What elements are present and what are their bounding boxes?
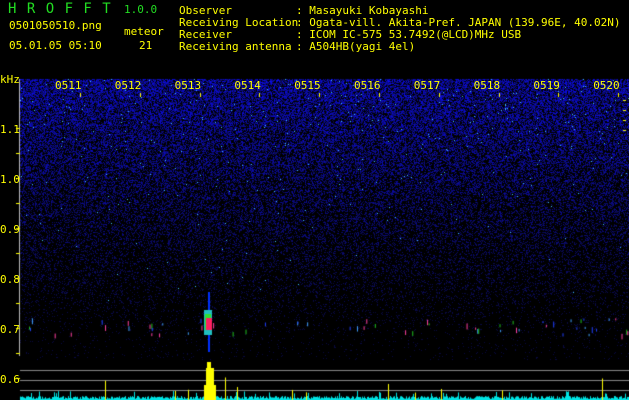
observer-value: : Masayuki Kobayashi (296, 4, 429, 17)
meteor-count: 21 (139, 39, 153, 52)
location-value: : Ogata-vill. Akita-Pref. JAPAN (139.96E… (296, 16, 621, 29)
receiver-value: : ICOM IC-575 53.7492(@LCD)MHz USB (296, 28, 522, 41)
y-tick-label: 0.9 (0, 223, 20, 236)
time-tick-label: 0517 (413, 79, 441, 92)
receiver-label: Receiver (179, 28, 232, 41)
y-tick-label: 1.1 (0, 123, 20, 136)
time-tick-label: 0515 (294, 79, 321, 92)
time-tick-label: 0511 (55, 79, 82, 92)
time-tick-label: 0513 (174, 79, 202, 92)
datetime: 05.01.05 05:10 (9, 39, 102, 52)
y-tick-label: 0.8 (0, 273, 20, 286)
antenna-value: : A504HB(yagi 4el) (296, 40, 416, 53)
app-title: H R O F F T (8, 1, 112, 17)
y-unit-label: kHz (0, 73, 20, 86)
app-version: 1.0.0 (124, 3, 158, 16)
time-tick-label: 0518 (473, 79, 501, 92)
location-label: Receiving Location (179, 16, 299, 29)
y-tick-label: 0.6 (0, 373, 20, 386)
time-tick-label: 0519 (533, 79, 560, 92)
time-tick-label: 0512 (114, 79, 142, 92)
meteor-label: meteor (124, 25, 164, 38)
antenna-label: Receiving antenna (179, 40, 292, 53)
filename: 0501050510.png (9, 19, 102, 32)
y-tick-label: 1.0 (0, 173, 20, 186)
observer-label: Observer (179, 4, 232, 17)
time-tick-label: 0514 (234, 79, 261, 92)
time-tick-label: 0520 (593, 79, 620, 92)
time-tick-label: 0516 (354, 79, 381, 92)
y-tick-label: 0.7 (0, 323, 20, 336)
